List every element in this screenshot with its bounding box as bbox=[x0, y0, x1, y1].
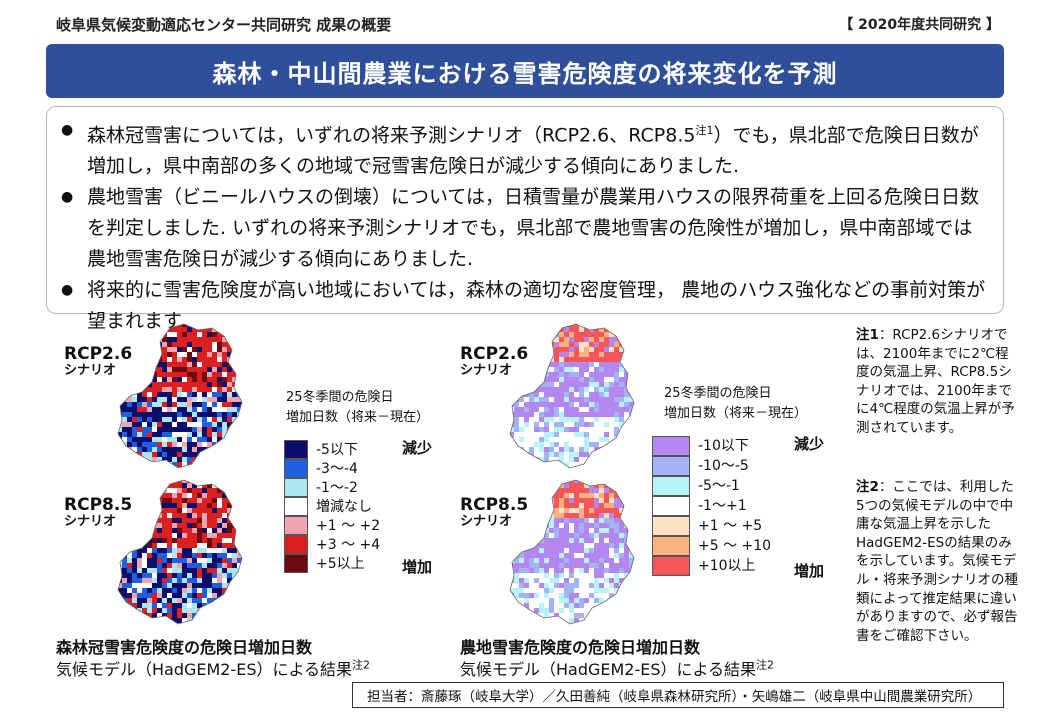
forest-legend-swatch bbox=[284, 535, 308, 554]
forest-legend-label: +5以上 bbox=[316, 556, 365, 572]
bullet-text: 森林冠雪害については，いずれの将来予測シナリオ（RCP2.6、RCP8.5 bbox=[87, 124, 696, 147]
forest-increase-label: 増加 bbox=[402, 558, 433, 576]
farm-legend-label: -10～-5 bbox=[698, 458, 749, 474]
farm-legend-swatch bbox=[652, 456, 690, 476]
farm-legend-swatch bbox=[652, 436, 690, 456]
farm-legend-title: 25冬季間の危険日 増加日数（将来－現在） bbox=[664, 386, 808, 421]
note-2: 注2：ここでは、利用した5つの気候モデルの中で中庸な気温上昇を示したHadGEM… bbox=[856, 479, 1018, 644]
bullet-text: 農地雪害（ビニールハウスの倒壊）については，日積雪量が農業用ハウスの限界荷重を上… bbox=[87, 186, 980, 271]
summary-box: ● 森林冠雪害については，いずれの将来予測シナリオ（RCP2.6、RCP8.5注… bbox=[46, 106, 1004, 332]
farm-legend: -10以下 -10～-5 -5～-1 -1～+1 +1 ～ +5 +5 ～ +10 +10以… bbox=[652, 436, 782, 576]
farm-legend-label: -1～+1 bbox=[698, 498, 747, 514]
farm-rcp26-map bbox=[509, 323, 635, 469]
main-title: 森林・中山間農業における雪害危険度の将来変化を予測 bbox=[212, 59, 838, 88]
forest-legend-title: 25冬季間の危険日 増加日数（将来－現在） bbox=[286, 390, 430, 425]
farm-caption-title: 農地雪害危険度の危険日増加日数 bbox=[460, 638, 701, 657]
forest-legend-label: -5以下 bbox=[316, 442, 358, 458]
forest-legend-label: -3～-4 bbox=[316, 461, 358, 477]
forest-legend-swatch bbox=[284, 497, 308, 516]
farm-legend-label: +10以上 bbox=[698, 558, 756, 574]
summary-bullet-forest: ● 森林冠雪害については，いずれの将来予測シナリオ（RCP2.6、RCP8.5注… bbox=[61, 115, 987, 182]
forest-legend-swatch bbox=[284, 459, 308, 478]
forest-legend-label: +3 ～ +4 bbox=[316, 537, 381, 553]
farm-rcp85-label: RCP8.5 シナリオ bbox=[460, 495, 529, 529]
forest-legend-label: 増減なし bbox=[316, 499, 372, 515]
farm-legend-swatch bbox=[652, 556, 690, 576]
bullet-dot: ● bbox=[61, 122, 74, 138]
farm-legend-swatch bbox=[652, 476, 690, 496]
farm-increase-label: 増加 bbox=[794, 562, 825, 580]
forest-legend-label: -1～-2 bbox=[316, 480, 358, 496]
forest-legend-swatch bbox=[284, 554, 308, 573]
farm-legend-label: -10以下 bbox=[698, 438, 749, 454]
note-ref: 注1 bbox=[695, 124, 714, 137]
farm-legend-label: +5 ～ +10 bbox=[698, 538, 772, 554]
forest-caption-sub: 気候モデル（HadGEM2-ES）による結果注2 bbox=[56, 658, 371, 679]
farm-legend-swatch bbox=[652, 496, 690, 516]
farm-rcp26-label: RCP2.6 シナリオ bbox=[460, 344, 529, 378]
summary-bullet-measures: ● 将来的に雪害危険度が高い地域においては，森林の適切な密度管理， 農地のハウス… bbox=[61, 275, 987, 337]
farm-decrease-label: 減少 bbox=[794, 435, 825, 453]
farm-legend-swatch bbox=[652, 516, 690, 536]
bullet-dot: ● bbox=[61, 189, 74, 206]
bullet-text: 将来的に雪害危険度が高い地域においては，森林の適切な密度管理， 農地のハウス強化… bbox=[87, 279, 986, 333]
farm-legend-swatch bbox=[652, 536, 690, 556]
forest-rcp26-map bbox=[117, 323, 243, 469]
contact-text: 担当者：斎藤琢（岐阜大学）／久田善純（岐阜県森林研究所）・矢嶋雄二（岐阜県中山間… bbox=[367, 689, 982, 705]
forest-legend-swatch bbox=[284, 440, 308, 459]
forest-legend-label: +1 ～ +2 bbox=[316, 518, 381, 534]
summary-bullet-farm: ● 農地雪害（ビニールハウスの倒壊）については，日積雪量が農業用ハウスの限界荷重… bbox=[61, 182, 987, 275]
farm-caption-sub: 気候モデル（HadGEM2-ES）による結果注2 bbox=[460, 658, 775, 679]
forest-legend-swatch bbox=[284, 478, 308, 497]
forest-rcp85-label: RCP8.5 シナリオ bbox=[64, 495, 133, 529]
forest-legend-swatch bbox=[284, 516, 308, 535]
forest-rcp26-label: RCP2.6 シナリオ bbox=[64, 344, 133, 378]
page-header-title: 岐阜県気候変動適応センター共同研究 成果の概要 bbox=[56, 16, 392, 34]
farm-legend-label: +1 ～ +5 bbox=[698, 518, 763, 534]
forest-rcp85-map bbox=[117, 479, 243, 625]
bullet-dot: ● bbox=[61, 282, 74, 299]
forest-decrease-label: 減少 bbox=[402, 439, 433, 457]
year-badge: 【 2020年度共同研究 】 bbox=[839, 17, 1000, 33]
forest-legend: -5以下 -3～-4 -1～-2 増減なし +1 ～ +2 +3 ～ +4 +5以上 bbox=[284, 440, 394, 574]
contact-footer: 担当者：斎藤琢（岐阜大学）／久田善純（岐阜県森林研究所）・矢嶋雄二（岐阜県中山間… bbox=[352, 682, 1004, 708]
bullet-text: ）でも，県北部で危険日日数が増加し，県中南部の多くの地域で冠雪害危険日が減少する… bbox=[87, 124, 979, 178]
forest-caption-title: 森林冠雪害危険度の危険日増加日数 bbox=[56, 638, 313, 657]
note-1: 注1：RCP2.6シナリオでは、2100年までに2℃程度の気温上昇、RCP8.5… bbox=[856, 327, 1015, 436]
main-title-banner: 森林・中山間農業における雪害危険度の将来変化を予測 bbox=[46, 44, 1004, 98]
farm-legend-label: -5～-1 bbox=[698, 478, 740, 494]
farm-rcp85-map bbox=[509, 479, 635, 625]
